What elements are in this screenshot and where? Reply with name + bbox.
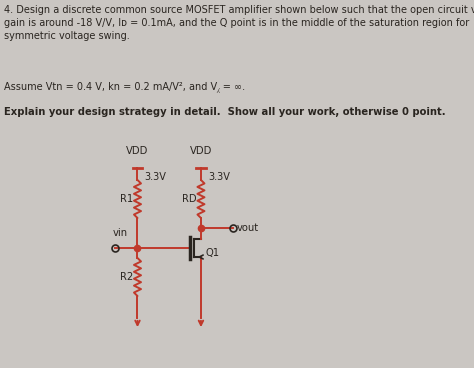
Text: R2: R2 [120,272,133,282]
Text: gain is around -18 V/V, Iᴅ = 0.1mA, and the Q point is in the middle of the satu: gain is around -18 V/V, Iᴅ = 0.1mA, and … [3,18,469,28]
Text: RD: RD [182,194,197,204]
Text: 4. Design a discrete common source MOSFET amplifier shown below such that the op: 4. Design a discrete common source MOSFE… [3,5,474,15]
Text: 3.3V: 3.3V [145,172,166,182]
Text: VDD: VDD [190,146,212,156]
Text: Assume Vtn = 0.4 V, kn = 0.2 mA/V², and V⁁ = ∞.: Assume Vtn = 0.4 V, kn = 0.2 mA/V², and … [3,82,245,93]
Text: vin: vin [113,228,128,238]
Text: R1: R1 [120,194,133,204]
Text: symmetric voltage swing.: symmetric voltage swing. [3,31,129,41]
Text: Explain your design strategy in detail.  Show all your work, otherwise 0 point.: Explain your design strategy in detail. … [3,107,445,117]
Text: 3.3V: 3.3V [208,172,230,182]
Text: vout: vout [236,223,258,233]
Text: VDD: VDD [126,146,149,156]
Text: Q1: Q1 [205,248,219,258]
